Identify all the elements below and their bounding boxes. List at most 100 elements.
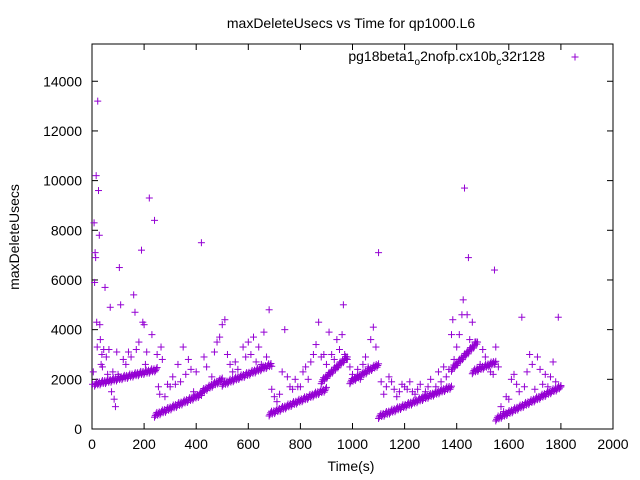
data-point [210, 348, 218, 356]
data-point [309, 350, 317, 358]
y-tick-label: 2000 [51, 371, 82, 387]
data-point [492, 343, 500, 351]
data-point [154, 383, 162, 391]
data-point [278, 368, 286, 376]
data-point [375, 249, 383, 257]
data-point [266, 361, 274, 369]
data-point [557, 382, 565, 390]
data-point [223, 350, 231, 358]
data-point [93, 343, 101, 351]
y-tick-label: 14000 [43, 73, 82, 89]
data-point [171, 380, 179, 388]
data-point [338, 331, 346, 339]
data-point [497, 403, 505, 411]
legend-plus-marker [571, 53, 579, 61]
data-point [299, 368, 307, 376]
data-point [281, 326, 289, 334]
data-point [265, 306, 273, 314]
data-point [382, 383, 390, 391]
x-tick-label: 800 [289, 436, 313, 452]
data-point [255, 343, 263, 351]
data-point [461, 184, 469, 192]
data-point [131, 308, 139, 316]
y-tick-label: 4000 [51, 322, 82, 338]
data-point [536, 365, 544, 373]
data-point [192, 368, 200, 376]
data-point [411, 390, 419, 398]
data-points [89, 97, 565, 425]
data-point [322, 360, 330, 368]
data-point [346, 363, 354, 371]
data-point [109, 368, 117, 376]
data-point [541, 370, 549, 378]
data-point [166, 383, 174, 391]
data-point [421, 388, 429, 396]
data-point [197, 239, 205, 247]
data-point [466, 336, 474, 344]
data-point [226, 360, 234, 368]
data-point [492, 357, 500, 365]
x-axis-label: Time(s) [328, 458, 375, 474]
data-point [434, 368, 442, 376]
data-point [427, 375, 435, 383]
data-point [481, 353, 489, 361]
legend-subscript: o [415, 57, 421, 68]
data-point [118, 376, 126, 384]
data-point [218, 321, 226, 329]
data-point [489, 370, 497, 378]
data-point [112, 377, 120, 385]
data-point [177, 378, 185, 386]
data-point [105, 346, 113, 354]
data-point [96, 336, 104, 344]
data-point [208, 373, 216, 381]
data-point [95, 187, 103, 195]
data-point [312, 341, 320, 349]
data-point [174, 360, 182, 368]
y-axis-label: maxDeleteUsecs [6, 184, 22, 290]
data-point [110, 395, 118, 403]
data-point [95, 231, 103, 239]
x-tick-label: 1800 [545, 436, 576, 452]
data-point [354, 365, 362, 373]
data-point [152, 366, 160, 374]
data-point [184, 355, 192, 363]
data-point [276, 390, 284, 398]
x-tick-label: 600 [237, 436, 261, 452]
data-point [437, 378, 445, 386]
data-point [447, 382, 455, 390]
data-point [141, 360, 149, 368]
data-point [388, 378, 396, 386]
data-point [260, 328, 268, 336]
data-point [335, 346, 343, 354]
data-point [123, 374, 131, 382]
x-tick-label: 200 [132, 436, 156, 452]
data-point [393, 393, 401, 401]
data-point [102, 380, 110, 388]
data-point [373, 363, 381, 371]
legend-text-part: 32r128 [501, 48, 545, 64]
data-point [528, 360, 536, 368]
data-point [127, 353, 135, 361]
data-point [89, 368, 97, 376]
data-point [491, 359, 499, 367]
data-point [343, 353, 351, 361]
data-point [200, 353, 208, 361]
data-point [143, 348, 151, 356]
data-point [554, 313, 562, 321]
data-point [442, 373, 450, 381]
data-point [520, 383, 528, 391]
data-point [98, 350, 106, 358]
data-point [330, 355, 338, 363]
data-point [494, 363, 502, 371]
data-point [321, 387, 329, 395]
data-point [234, 365, 242, 373]
data-point [247, 350, 255, 358]
data-point [533, 353, 541, 361]
data-point [187, 365, 195, 373]
x-tick-label: 1000 [337, 436, 368, 452]
data-point [320, 388, 328, 396]
data-point [395, 388, 403, 396]
data-point [101, 283, 109, 291]
data-point [91, 278, 99, 286]
